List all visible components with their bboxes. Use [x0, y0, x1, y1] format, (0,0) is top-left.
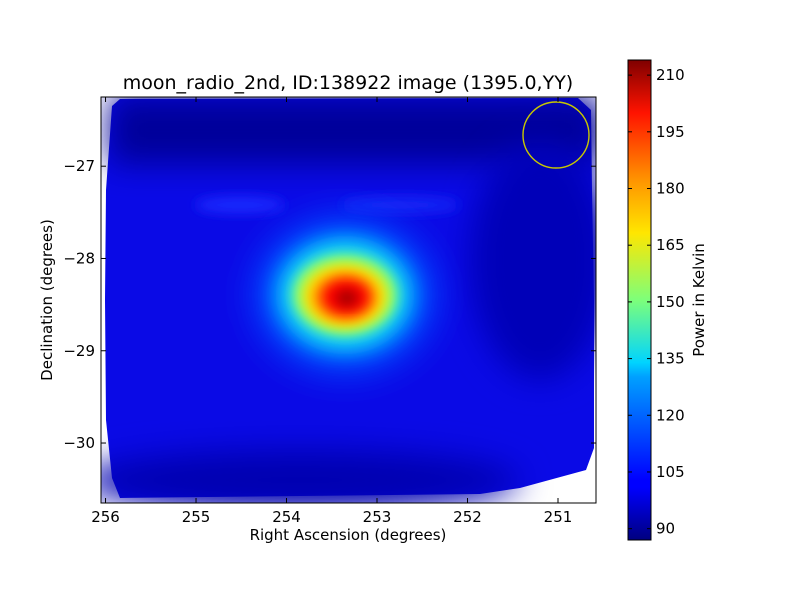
colorbar-tick-label: 195 — [656, 123, 685, 141]
image-faint-streak-2 — [340, 197, 460, 213]
image-dark-bottom — [101, 450, 520, 503]
x-tick-label: 255 — [182, 508, 211, 526]
chart-title: moon_radio_2nd, ID:138922 image (1395.0,… — [123, 72, 573, 94]
heatmap-image — [101, 97, 596, 503]
image-dark-right — [470, 140, 596, 380]
source-peak — [336, 290, 358, 306]
x-tick-label: 253 — [363, 508, 392, 526]
colorbar — [627, 59, 652, 541]
beam-circle — [522, 101, 590, 169]
colorbar-tick-label: 90 — [656, 520, 675, 538]
image-faint-streak — [195, 197, 285, 213]
x-axis-label: Right Ascension (degrees) — [250, 526, 447, 544]
y-tick-label: −30 — [63, 434, 95, 452]
x-tick-label: 254 — [272, 508, 301, 526]
y-tick-label: −29 — [63, 342, 95, 360]
colorbar-tick-label: 165 — [656, 236, 685, 254]
x-tick-label: 252 — [453, 508, 482, 526]
colorbar-tick-label: 180 — [656, 180, 685, 198]
colorbar-ticks: 90 105 120 135 150 165 180 195 210 — [628, 66, 685, 538]
colorbar-tick-label: 210 — [656, 66, 685, 84]
colorbar-label: Power in Kelvin — [690, 243, 708, 357]
y-tick-label: −27 — [63, 157, 95, 175]
x-tick-label: 251 — [544, 508, 573, 526]
plot-frame — [100, 96, 597, 504]
y-axis-label: Declination (degrees) — [38, 219, 56, 381]
colorbar-tick-label: 105 — [656, 463, 685, 481]
x-axis-ticks: 256 255 254 253 252 251 — [91, 97, 572, 526]
colorbar-tick-label: 135 — [656, 350, 685, 368]
colorbar-tick-label: 150 — [656, 293, 685, 311]
y-axis-ticks: −27 −28 −29 −30 — [63, 157, 596, 452]
x-tick-label: 256 — [91, 508, 120, 526]
colorbar-tick-label: 120 — [656, 406, 685, 424]
y-tick-label: −28 — [63, 249, 95, 267]
